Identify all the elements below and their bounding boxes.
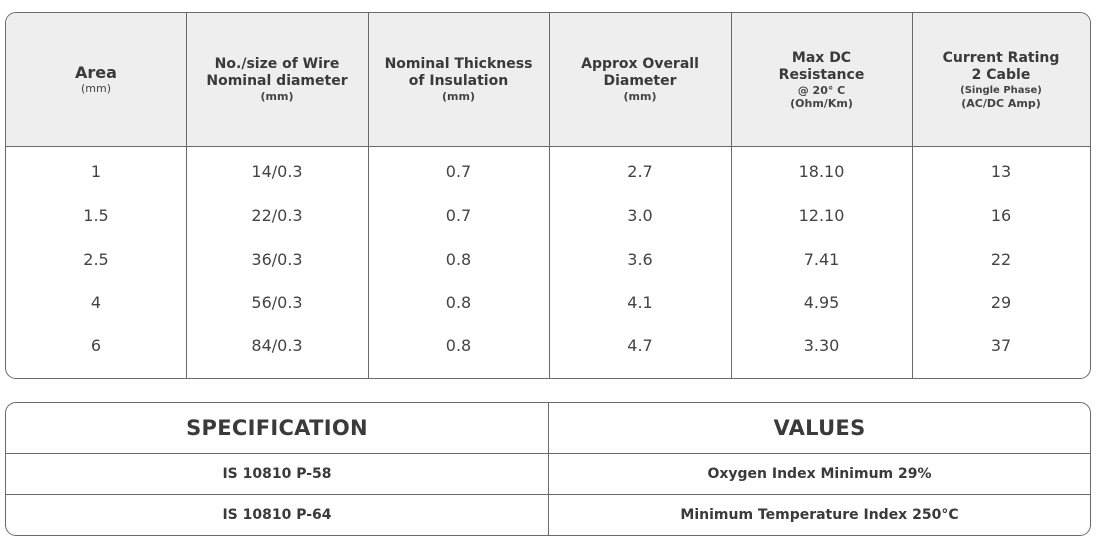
header-main: Current Rating (942, 49, 1060, 66)
cell-specification: IS 10810 P-64 (222, 507, 332, 523)
cell-overall-diameter: 4.7 (627, 335, 653, 355)
cell-current-rating: 22 (990, 249, 1012, 269)
header-overall-diameter: Approx Overall Diameter (mm) (549, 13, 731, 146)
header-insulation: Nominal Thickness of Insulation (mm) (368, 13, 549, 146)
cell-insulation: 0.8 (445, 292, 472, 312)
table-row: 1.5 22/0.3 0.7 3.0 12.10 16 (6, 193, 1090, 237)
header-specification: SPECIFICATION (186, 416, 368, 440)
header-main: 2 Cable (971, 66, 1031, 83)
cell-area: 1 (90, 161, 102, 181)
cell-area: 4 (90, 292, 102, 312)
column-divider (549, 13, 550, 378)
cell-area: 6 (90, 335, 102, 355)
header-main: Approx Overall (581, 56, 699, 72)
cell-dc-resistance: 3.30 (803, 335, 840, 355)
cell-current-rating: 37 (990, 335, 1012, 355)
cell-value: Minimum Temperature Index 250°C (680, 507, 959, 523)
header-sub: (mm) (260, 90, 294, 103)
header-sub: (AC/DC Amp) (961, 96, 1041, 110)
cell-dc-resistance: 4.95 (803, 292, 840, 312)
cell-overall-diameter: 3.0 (627, 205, 653, 225)
cell-wire-size: 36/0.3 (251, 249, 303, 269)
header-sub: (mm) (442, 90, 475, 103)
spec-table-header: SPECIFICATION VALUES (6, 403, 1090, 454)
header-main: Nominal diameter (206, 73, 348, 89)
cell-current-rating: 13 (990, 161, 1012, 181)
cell-overall-diameter: 4.1 (627, 292, 653, 312)
header-main: Resistance (778, 66, 865, 83)
header-sub: (Single Phase) (960, 84, 1042, 96)
header-main: Area (75, 63, 117, 82)
cell-insulation: 0.7 (445, 161, 472, 181)
header-main: of Insulation (408, 73, 509, 89)
specification-table: SPECIFICATION VALUES IS 10810 P-58 Oxyge… (5, 402, 1091, 536)
cell-insulation: 0.7 (445, 205, 472, 225)
header-area: Area (mm) (6, 13, 186, 146)
cell-current-rating: 16 (990, 205, 1012, 225)
header-main: Diameter (603, 73, 677, 89)
header-sub: (mm) (80, 82, 111, 95)
header-values: VALUES (773, 416, 866, 440)
column-divider (731, 13, 732, 378)
cell-current-rating: 29 (990, 292, 1012, 312)
cell-wire-size: 84/0.3 (251, 335, 303, 355)
cell-dc-resistance: 18.10 (798, 161, 845, 181)
header-current-rating: Current Rating 2 Cable (Single Phase) (A… (912, 13, 1090, 146)
cell-value: Oxygen Index Minimum 29% (707, 466, 932, 482)
cell-wire-size: 56/0.3 (251, 292, 303, 312)
cell-overall-diameter: 2.7 (627, 161, 653, 181)
column-divider (912, 13, 913, 378)
header-sub: (Ohm/Km) (790, 96, 853, 110)
header-sub: @ 20° C (797, 83, 846, 97)
header-sub: (mm) (623, 90, 657, 103)
cell-area: 1.5 (83, 205, 109, 225)
cell-overall-diameter: 3.6 (627, 249, 653, 269)
cell-insulation: 0.8 (445, 335, 472, 355)
table-row: 2.5 36/0.3 0.8 3.6 7.41 22 (6, 237, 1090, 281)
table-row: IS 10810 P-64 Minimum Temperature Index … (6, 495, 1090, 535)
table-row: 1 14/0.3 0.7 2.7 18.10 13 (6, 149, 1090, 193)
column-divider (186, 13, 187, 378)
cell-dc-resistance: 7.41 (803, 249, 840, 269)
header-main: No./size of Wire (214, 56, 340, 72)
header-wire-size: No./size of Wire Nominal diameter (mm) (186, 13, 368, 146)
column-divider (548, 403, 549, 535)
table-row: 4 56/0.3 0.8 4.1 4.95 29 (6, 280, 1090, 324)
header-main: Max DC (791, 49, 852, 66)
cable-table-header: Area (mm) No./size of Wire Nominal diame… (6, 13, 1090, 147)
header-main: Nominal Thickness (384, 56, 533, 72)
table-row: IS 10810 P-58 Oxygen Index Minimum 29% (6, 454, 1090, 495)
cable-data-table: Area (mm) No./size of Wire Nominal diame… (5, 12, 1091, 379)
cell-dc-resistance: 12.10 (798, 205, 845, 225)
column-divider (368, 13, 369, 378)
cell-insulation: 0.8 (445, 249, 472, 269)
cell-wire-size: 22/0.3 (251, 205, 303, 225)
cell-specification: IS 10810 P-58 (222, 466, 332, 482)
cell-wire-size: 14/0.3 (251, 161, 303, 181)
header-dc-resistance: Max DC Resistance @ 20° C (Ohm/Km) (731, 13, 912, 146)
cell-area: 2.5 (83, 249, 109, 269)
table-row: 6 84/0.3 0.8 4.7 3.30 37 (6, 323, 1090, 367)
